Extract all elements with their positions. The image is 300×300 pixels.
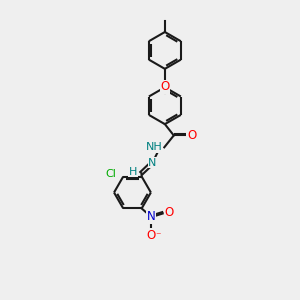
Text: NH: NH <box>146 142 162 152</box>
Text: H: H <box>129 167 137 177</box>
Text: N: N <box>148 158 157 168</box>
Text: O: O <box>160 80 170 93</box>
Text: N: N <box>147 210 156 223</box>
Text: ⁻: ⁻ <box>155 232 161 242</box>
Text: O: O <box>164 206 174 219</box>
Text: O: O <box>187 129 196 142</box>
Text: Cl: Cl <box>105 169 116 179</box>
Text: O: O <box>147 229 156 242</box>
